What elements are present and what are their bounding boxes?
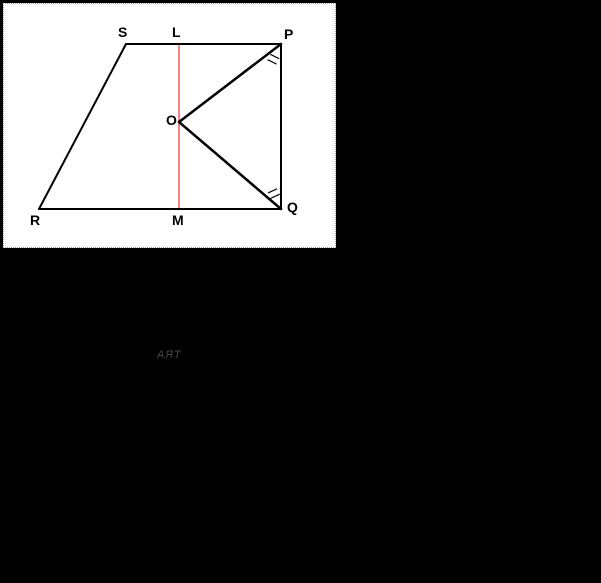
vertex-label-r: R bbox=[30, 212, 40, 228]
diagram-panel: S L P O R M Q bbox=[3, 3, 336, 248]
vertex-label-q: Q bbox=[287, 199, 298, 215]
angle-tick bbox=[268, 189, 277, 193]
angle-tick bbox=[268, 60, 277, 64]
angle-tick bbox=[271, 194, 280, 198]
angle-tick bbox=[270, 54, 279, 58]
vertex-label-p: P bbox=[284, 26, 293, 42]
vertex-label-o: O bbox=[166, 112, 177, 128]
vertex-label-m: M bbox=[172, 212, 184, 228]
vertex-label-s: S bbox=[118, 24, 127, 40]
watermark-text: AЯT bbox=[157, 349, 182, 361]
vertex-label-l: L bbox=[172, 24, 181, 40]
